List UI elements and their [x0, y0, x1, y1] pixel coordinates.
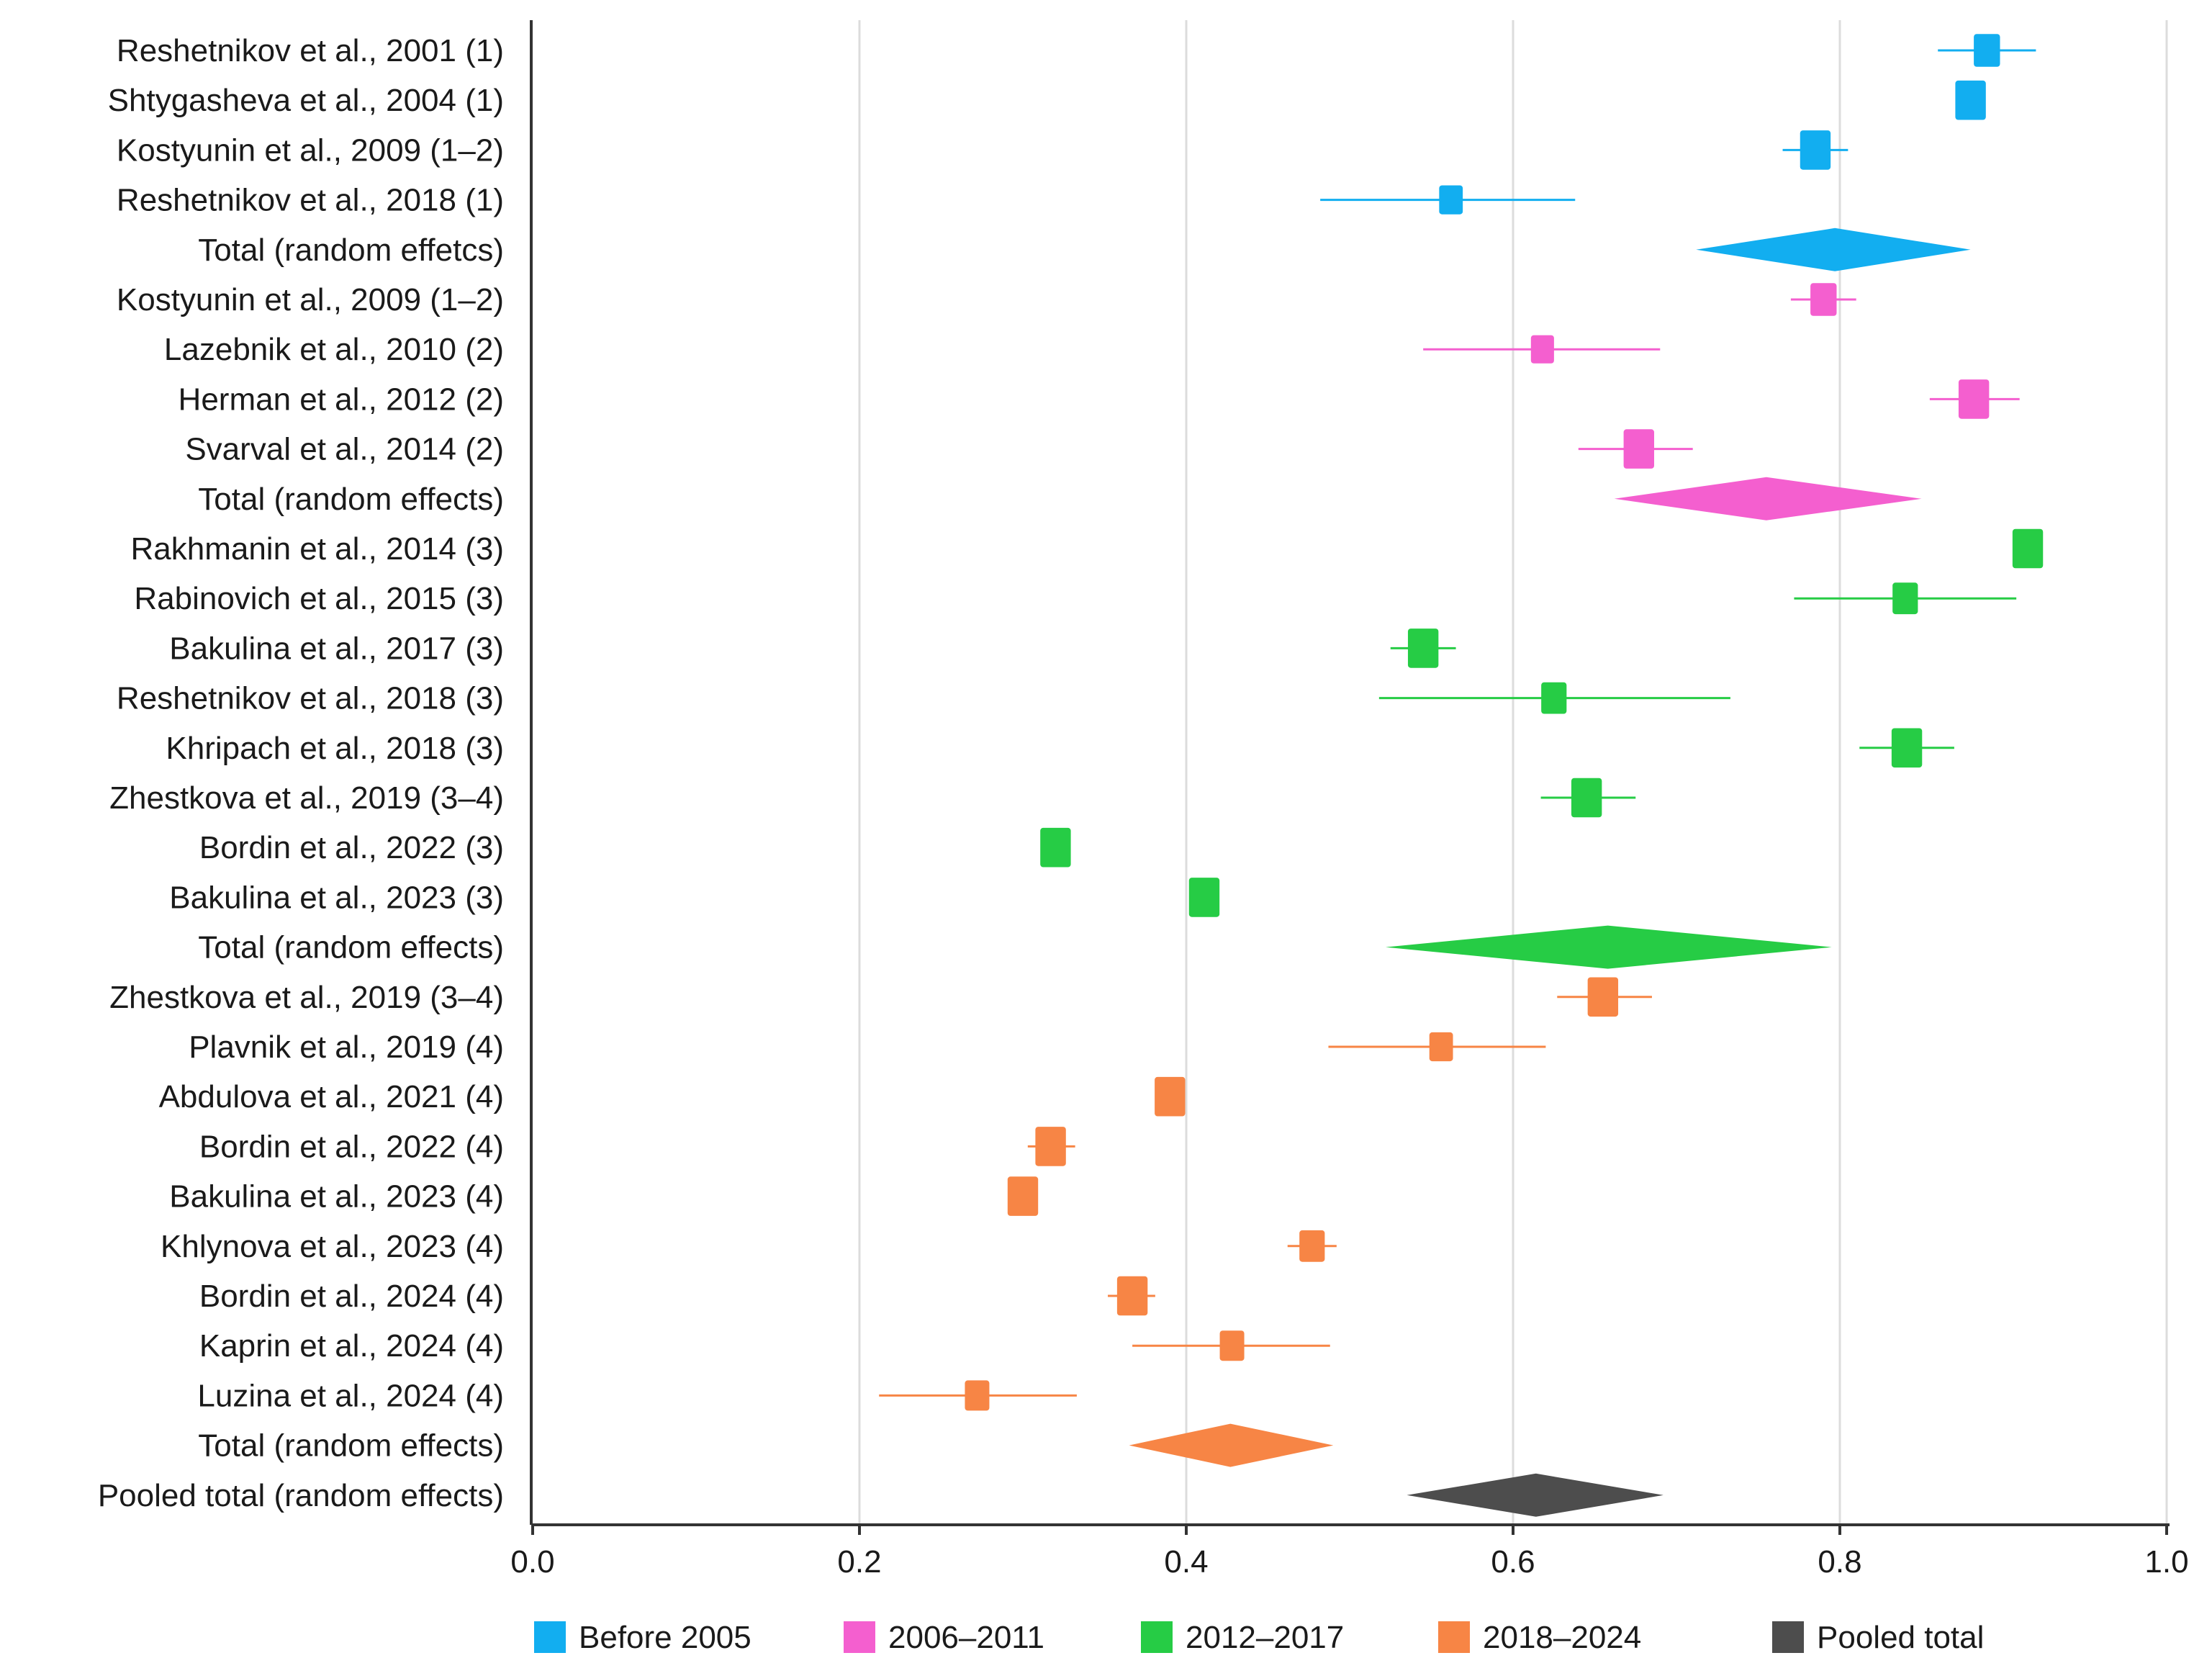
- row-label-28: Total (random effects): [198, 1428, 504, 1464]
- total-diamond-29: [1407, 1473, 1663, 1517]
- row-label-25: Bordin et al., 2024 (4): [199, 1279, 504, 1314]
- row-label-24: Khlynova et al., 2023 (4): [161, 1229, 504, 1264]
- estimate-marker-1: [1955, 80, 1986, 120]
- legend-label-2: 2012–2017: [1186, 1620, 1344, 1655]
- estimate-marker-3: [1439, 185, 1463, 215]
- row-label-23: Bakulina et al., 2023 (4): [169, 1179, 504, 1215]
- row-label-1: Shtygasheva et al., 2004 (1): [108, 83, 504, 118]
- estimate-marker-8: [1623, 429, 1654, 469]
- legend-label-0: Before 2005: [579, 1620, 751, 1655]
- estimate-marker-27: [965, 1380, 990, 1411]
- x-tick-label-5: 1.0: [2144, 1544, 2188, 1580]
- total-diamond-9: [1614, 477, 1922, 521]
- legend-swatch-0: [534, 1621, 566, 1653]
- row-label-29: Pooled total (random effects): [98, 1478, 504, 1513]
- estimate-marker-14: [1891, 728, 1923, 768]
- legend-label-4: Pooled total: [1817, 1620, 1984, 1655]
- estimate-marker-24: [1299, 1230, 1325, 1262]
- row-label-7: Herman et al., 2012 (2): [179, 382, 504, 417]
- x-tick-label-0: 0.0: [510, 1544, 554, 1580]
- estimate-marker-15: [1571, 778, 1602, 818]
- estimate-marker-0: [1974, 34, 2000, 67]
- row-label-22: Bordin et al., 2022 (4): [199, 1129, 504, 1164]
- row-label-19: Zhestkova et al., 2019 (3–4): [109, 980, 504, 1015]
- row-label-14: Khripach et al., 2018 (3): [166, 731, 504, 766]
- row-label-16: Bordin et al., 2022 (3): [199, 830, 504, 865]
- row-label-11: Rabinovich et al., 2015 (3): [134, 581, 504, 616]
- legend-swatch-3: [1438, 1621, 1470, 1653]
- row-label-2: Kostyunin et al., 2009 (1–2): [117, 132, 504, 168]
- x-tick-label-2: 0.4: [1164, 1544, 1208, 1580]
- estimate-marker-13: [1541, 682, 1567, 714]
- estimate-marker-23: [1007, 1176, 1039, 1216]
- row-label-12: Bakulina et al., 2017 (3): [169, 631, 504, 666]
- estimate-marker-5: [1810, 283, 1837, 316]
- row-label-8: Svarval et al., 2014 (2): [185, 432, 504, 467]
- row-label-6: Lazebnik et al., 2010 (2): [164, 332, 504, 367]
- estimate-marker-17: [1188, 878, 1220, 917]
- row-label-3: Reshetnikov et al., 2018 (1): [117, 183, 504, 218]
- row-label-0: Reshetnikov et al., 2001 (1): [117, 33, 504, 68]
- row-label-20: Plavnik et al., 2019 (4): [189, 1030, 504, 1065]
- estimate-marker-16: [1040, 827, 1071, 868]
- row-label-13: Reshetnikov et al., 2018 (3): [117, 681, 504, 716]
- row-label-9: Total (random effects): [198, 482, 504, 517]
- row-label-26: Kaprin et al., 2024 (4): [199, 1328, 504, 1364]
- legend-swatch-2: [1141, 1621, 1173, 1653]
- x-tick-label-4: 0.8: [1818, 1544, 1861, 1580]
- estimate-marker-19: [1587, 977, 1619, 1017]
- estimate-marker-20: [1429, 1032, 1453, 1062]
- legend-label-3: 2018–2024: [1483, 1620, 1641, 1655]
- legend-swatch-4: [1772, 1621, 1804, 1653]
- total-diamond-18: [1385, 925, 1832, 969]
- label-layer: Reshetnikov et al., 2001 (1) Shtygasheva …: [98, 33, 504, 1513]
- row-label-4: Total (random effetcs): [198, 233, 504, 268]
- estimate-marker-10: [2012, 528, 2044, 569]
- x-tick-label-1: 0.2: [837, 1544, 881, 1580]
- estimate-marker-12: [1407, 628, 1439, 668]
- legend-swatch-1: [844, 1621, 875, 1653]
- estimate-marker-2: [1800, 130, 1831, 170]
- estimate-marker-11: [1892, 582, 1918, 615]
- row-label-18: Total (random effects): [198, 930, 504, 965]
- row-label-5: Kostyunin et al., 2009 (1–2): [117, 282, 504, 317]
- estimate-marker-6: [1530, 335, 1554, 364]
- estimate-marker-25: [1116, 1276, 1148, 1316]
- mark-layer: [965, 34, 2044, 1517]
- grid-layer: [858, 20, 2168, 1525]
- row-label-17: Bakulina et al., 2023 (3): [169, 880, 504, 915]
- total-diamond-28: [1129, 1423, 1334, 1467]
- total-diamond-4: [1696, 227, 1971, 271]
- estimate-marker-21: [1155, 1076, 1186, 1117]
- row-label-27: Luzina et al., 2024 (4): [197, 1378, 504, 1413]
- estimate-marker-7: [1958, 379, 1990, 419]
- legend-layer: Before 2005 2006–2011 2012–2017 2018–2024 Po…: [534, 1620, 1984, 1655]
- row-label-15: Zhestkova et al., 2019 (3–4): [109, 780, 504, 816]
- axis-layer: 0.0 0.2 0.4 0.6 0.8 1.0: [510, 20, 2189, 1580]
- row-label-21: Abdulova et al., 2021 (4): [159, 1079, 504, 1114]
- row-label-10: Rakhmanin et al., 2014 (3): [130, 531, 504, 567]
- x-tick-label-3: 0.6: [1491, 1544, 1535, 1580]
- estimate-marker-26: [1219, 1330, 1245, 1361]
- estimate-marker-22: [1035, 1127, 1066, 1166]
- legend-label-1: 2006–2011: [888, 1620, 1044, 1655]
